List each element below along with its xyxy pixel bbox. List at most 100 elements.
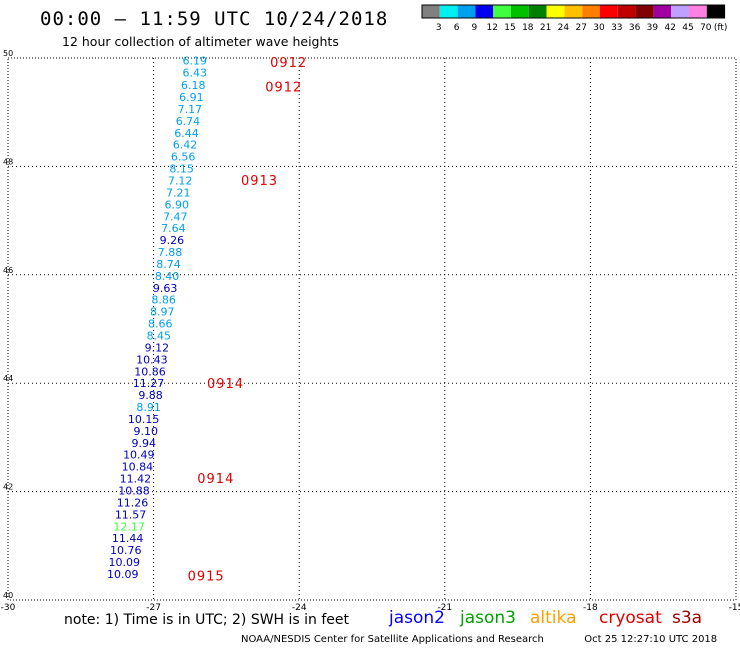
colorbar-swatch xyxy=(457,5,476,18)
y-tick-label: 46 xyxy=(3,266,13,275)
time-label: 0915 xyxy=(188,570,225,585)
wave-height-label: 7.17 xyxy=(178,103,203,116)
x-tick-label: -15 xyxy=(729,603,740,613)
y-tick-label: 50 xyxy=(3,49,13,58)
wave-height-label: 10.15 xyxy=(128,413,160,426)
colorbar-swatch xyxy=(564,5,583,18)
wave-height-label: 8.45 xyxy=(147,330,172,343)
wave-height-label: 10.09 xyxy=(109,556,141,569)
colorbar-swatch xyxy=(635,5,654,18)
wave-height-label: 10.43 xyxy=(136,353,168,366)
time-label: 0913 xyxy=(241,174,278,189)
wave-height-label: 10.86 xyxy=(134,365,166,378)
wave-height-label: 7.12 xyxy=(168,174,193,187)
legend-cryosat: cryosat xyxy=(599,608,662,628)
colorbar-label: 33 xyxy=(611,23,622,33)
wave-height-label: 8.15 xyxy=(169,163,194,176)
wave-height-label: 11.57 xyxy=(115,508,147,521)
wave-height-label: 12.17 xyxy=(113,520,145,533)
colorbar-label: 27 xyxy=(575,23,586,33)
wave-height-label: 10.88 xyxy=(118,485,150,498)
colorbar-label: 18 xyxy=(522,23,534,33)
y-tick-label: 40 xyxy=(3,591,13,600)
wave-height-label: 9.10 xyxy=(133,425,158,438)
colorbar-label: 3 xyxy=(436,23,442,33)
colorbar-label: 30 xyxy=(593,23,605,33)
colorbar-swatch xyxy=(617,5,636,18)
colorbar-swatch xyxy=(475,5,494,18)
wave-height-label: 11.42 xyxy=(120,473,152,486)
legend-jason3: jason3 xyxy=(460,608,516,628)
colorbar-swatch xyxy=(528,5,547,18)
colorbar-label: 36 xyxy=(629,23,641,33)
colorbar-label: 12 xyxy=(486,23,497,33)
colorbar-swatch xyxy=(493,5,511,18)
plot-frame xyxy=(7,57,737,601)
time-label: 0914 xyxy=(207,377,244,392)
wave-height-label: 7.64 xyxy=(161,222,186,235)
wave-height-label: 6.74 xyxy=(176,115,201,128)
x-tick-label: -24 xyxy=(292,603,307,613)
credit-text: NOAA/NESDIS Center for Satellite Applica… xyxy=(241,634,717,645)
wave-height-label: 8.74 xyxy=(156,258,181,271)
colorbar-swatch xyxy=(689,5,707,18)
legend-altika: altika xyxy=(530,608,577,628)
colorbar-unit: (ft) xyxy=(714,23,728,33)
wave-height-label: 6.42 xyxy=(173,139,198,152)
wave-height-label: 9.26 xyxy=(160,234,185,247)
colorbar-frame xyxy=(421,4,726,19)
wave-height-label: 8.91 xyxy=(136,401,161,414)
x-tick-label: -18 xyxy=(583,603,598,613)
wave-height-label: 7.88 xyxy=(158,246,183,259)
wave-height-label: 8.97 xyxy=(150,306,175,319)
colorbar-label: 24 xyxy=(558,23,570,33)
colorbar-swatch xyxy=(439,5,458,18)
colorbar-label: 9 xyxy=(472,23,478,33)
colorbar-swatch xyxy=(671,5,689,18)
wave-height-label: 6.56 xyxy=(171,151,196,164)
wave-height-label: 9.63 xyxy=(153,282,178,295)
wave-height-label: 8.86 xyxy=(151,294,176,307)
y-tick-label: 42 xyxy=(3,483,13,492)
colorbar-label: 15 xyxy=(504,23,515,33)
wave-height-label: 10.49 xyxy=(123,449,155,462)
x-tick-label: -21 xyxy=(437,603,452,613)
wave-height-label: 11.26 xyxy=(117,496,149,509)
time-label: 0912 xyxy=(265,81,302,96)
legend-jason2: jason2 xyxy=(389,608,445,628)
colorbar-swatch xyxy=(600,5,618,18)
colorbar-swatch xyxy=(706,5,725,18)
colorbar-label: 39 xyxy=(647,23,659,33)
chart-title: 00:00 – 11:59 UTC 10/24/2018 xyxy=(40,8,389,30)
wave-height-label: 9.94 xyxy=(132,437,157,450)
colorbar-swatch xyxy=(653,5,672,18)
colorbar-label: 21 xyxy=(540,23,551,33)
wave-height-label: 6.90 xyxy=(165,198,190,211)
wave-height-label: 7.21 xyxy=(166,186,191,199)
time-label: 0914 xyxy=(197,472,234,487)
wave-height-label: 6.43 xyxy=(182,67,207,80)
colorbar-swatch xyxy=(511,5,529,18)
credit-org: NOAA/NESDIS Center for Satellite Applica… xyxy=(241,634,544,645)
wave-height-label: 9.88 xyxy=(138,389,163,402)
wave-height-label: 6.91 xyxy=(179,91,204,104)
wave-height-label: 10.76 xyxy=(110,544,142,557)
wave-height-label: 6.44 xyxy=(174,127,199,140)
wave-height-label: 10.84 xyxy=(122,461,154,474)
colorbar-label: 45 xyxy=(682,23,693,33)
colorbar-swatch xyxy=(422,5,440,18)
wave-height-label: 8.66 xyxy=(148,318,173,331)
credit-timestamp: Oct 25 12:27:10 UTC 2018 xyxy=(584,634,718,645)
time-label: 0912 xyxy=(270,56,307,71)
y-tick-label: 48 xyxy=(3,157,13,166)
wave-height-label: 10.09 xyxy=(107,568,139,581)
wave-height-label: 6.18 xyxy=(181,79,206,92)
wave-height-label: 8.40 xyxy=(155,270,180,283)
colorbar-label: 42 xyxy=(664,23,675,33)
wave-height-label: 6.19 xyxy=(182,55,207,68)
wave-height-label: 11.44 xyxy=(112,532,144,545)
x-tick-label: -30 xyxy=(1,603,16,613)
colorbar-swatch xyxy=(582,5,600,18)
wave-height-label: 7.47 xyxy=(163,210,188,223)
